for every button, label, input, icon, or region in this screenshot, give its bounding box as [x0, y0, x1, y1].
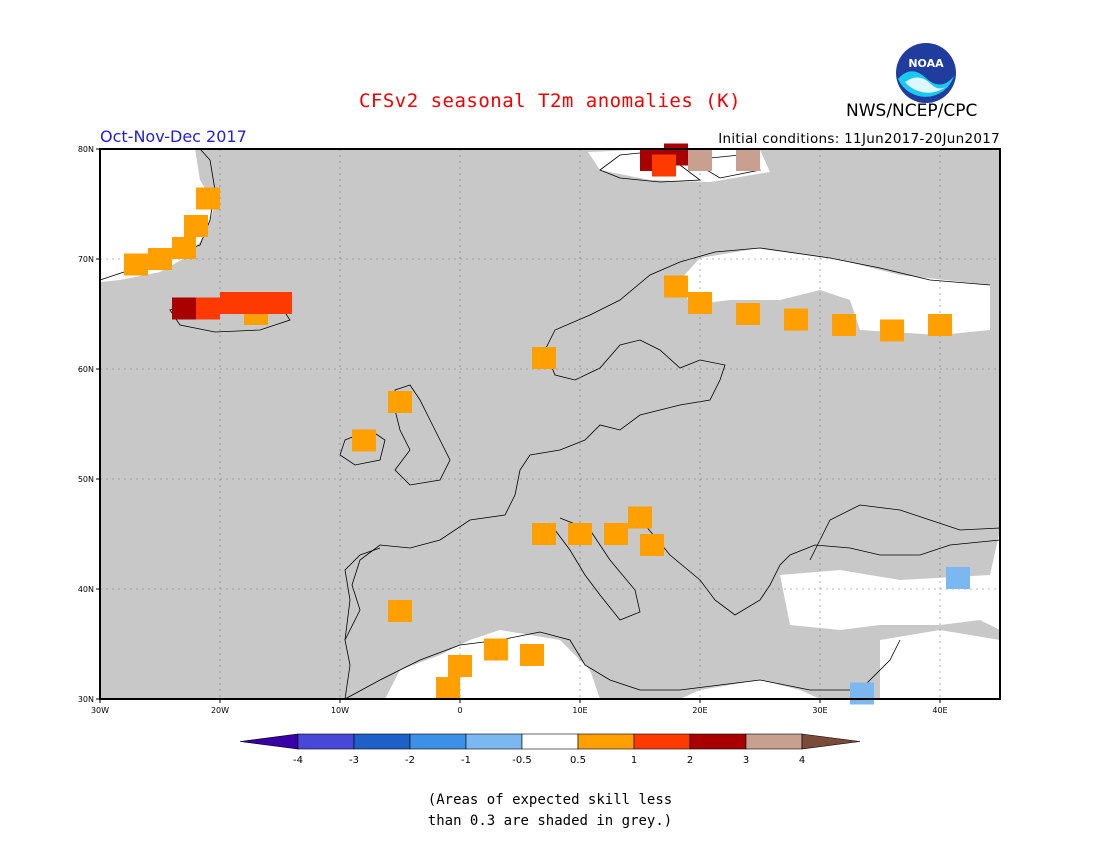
coast-balkans-greece [644, 524, 1001, 616]
colorbar-label: -1 [461, 755, 471, 766]
anomaly-cell [124, 253, 148, 276]
coast-iberia [344, 547, 381, 641]
anomaly-cell [850, 682, 874, 705]
colorbar-label: 0.5 [570, 755, 586, 766]
colorbar-bin [465, 733, 523, 750]
anomaly-cell [652, 154, 676, 177]
colorbar-bin [633, 733, 691, 750]
levant-white-area [880, 630, 1000, 699]
anomaly-cell [196, 297, 220, 320]
colorbar-label: -4 [293, 755, 303, 766]
colorbar-bin [745, 733, 803, 750]
anomaly-cell [736, 303, 760, 325]
lon-tick-label: 10W [331, 706, 349, 715]
lat-tick-labels: 30N 40N 50N 60N 70N 80N [78, 145, 100, 704]
lon-tick-label: 10E [572, 706, 587, 715]
anomaly-cell [688, 149, 712, 171]
lon-tick-label: 30W [91, 706, 109, 715]
anomaly-cell [220, 292, 244, 314]
coast-africa [344, 631, 901, 700]
colorbar-bin [577, 733, 635, 750]
lat-tick-label: 80N [78, 145, 94, 154]
anomaly-cell [604, 523, 628, 545]
colorbar: -4 -3 -2 -1 -0.5 0.5 1 2 3 4 [239, 733, 861, 766]
lon-tick-label: 20W [211, 706, 229, 715]
colorbar-bin [297, 733, 355, 750]
colorbar-bin [689, 733, 747, 750]
lat-tick-label: 60N [78, 365, 94, 374]
turkey-white-area [780, 530, 1000, 630]
noaa-logo: NOAA [896, 43, 956, 103]
anomaly-cell [172, 237, 196, 259]
coast-black-sea [809, 504, 1001, 561]
anomaly-cell [928, 314, 952, 336]
anomaly-cell [664, 275, 688, 298]
lat-tick-label: 40N [78, 585, 94, 594]
lon-tick-label: 40E [932, 706, 947, 715]
anomaly-cell [736, 149, 760, 171]
anomaly-cell [172, 297, 196, 320]
coast-europe [344, 247, 991, 700]
initial-conditions-label: Initial conditions: 11Jun2017-20Jun2017 [718, 131, 1000, 147]
colorbar-bin [409, 733, 467, 750]
noaa-logo-text: NOAA [908, 57, 944, 70]
lon-tick-label: 20E [692, 706, 707, 715]
anomaly-cell [880, 319, 904, 342]
anomaly-cell [184, 215, 208, 237]
map-frame [99, 143, 1001, 705]
anomaly-cells [124, 143, 970, 705]
colorbar-label: 3 [743, 755, 749, 766]
lat-tick-label: 70N [78, 255, 94, 264]
period-label: Oct-Nov-Dec 2017 [100, 127, 247, 146]
colorbar-label: -0.5 [512, 755, 532, 766]
colorbar-label: -3 [349, 755, 359, 766]
colorbar-label: 2 [687, 755, 693, 766]
organization-label: NWS/NCEP/CPC [846, 101, 978, 121]
anomaly-cell [268, 292, 292, 314]
anomaly-cell [532, 347, 556, 369]
anomaly-cell [388, 600, 412, 622]
lon-tick-label: 0 [457, 706, 462, 715]
anomaly-cell [436, 677, 460, 699]
lat-tick-label: 30N [78, 695, 94, 704]
anomaly-cell [148, 248, 172, 270]
anomaly-cell [484, 638, 508, 661]
coast-italy [554, 517, 641, 621]
anomaly-cell [568, 523, 592, 545]
lon-tick-label: 30E [812, 706, 827, 715]
colorbar-label: 4 [799, 755, 805, 766]
anomaly-cell [784, 308, 808, 331]
skill-footnote: (Areas of expected skill less than 0.3 a… [427, 792, 673, 829]
anomaly-cell [448, 655, 472, 677]
anomaly-cell [628, 506, 652, 529]
lat-tick-label: 50N [78, 475, 94, 484]
lapland-white-area [680, 248, 990, 335]
colorbar-high-triangle [801, 733, 861, 750]
anomaly-cell [244, 292, 268, 314]
colorbar-bin [353, 733, 411, 750]
anomaly-cell [832, 314, 856, 336]
chart-title: CFSv2 seasonal T2m anomalies (K) [358, 90, 742, 112]
graticule [100, 149, 1000, 699]
coast-british-isles [394, 384, 451, 486]
colorbar-low-triangle [239, 733, 299, 750]
lon-tick-labels: 30W 20W 10W 0 10E 20E 30E 40E [91, 699, 948, 715]
anomaly-cell [388, 391, 412, 413]
colorbar-bin [521, 733, 579, 750]
anomaly-cell [640, 534, 664, 556]
anomaly-cell [532, 523, 556, 545]
egypt-white-area [680, 680, 820, 699]
colorbar-label: 1 [631, 755, 637, 766]
anomaly-cell [520, 644, 544, 666]
anomaly-cell [352, 429, 376, 452]
anomaly-cell [946, 567, 970, 589]
anomaly-cell [196, 187, 220, 210]
colorbar-label: -2 [405, 755, 415, 766]
map-border [99, 148, 1001, 700]
anomaly-cell [688, 292, 712, 314]
